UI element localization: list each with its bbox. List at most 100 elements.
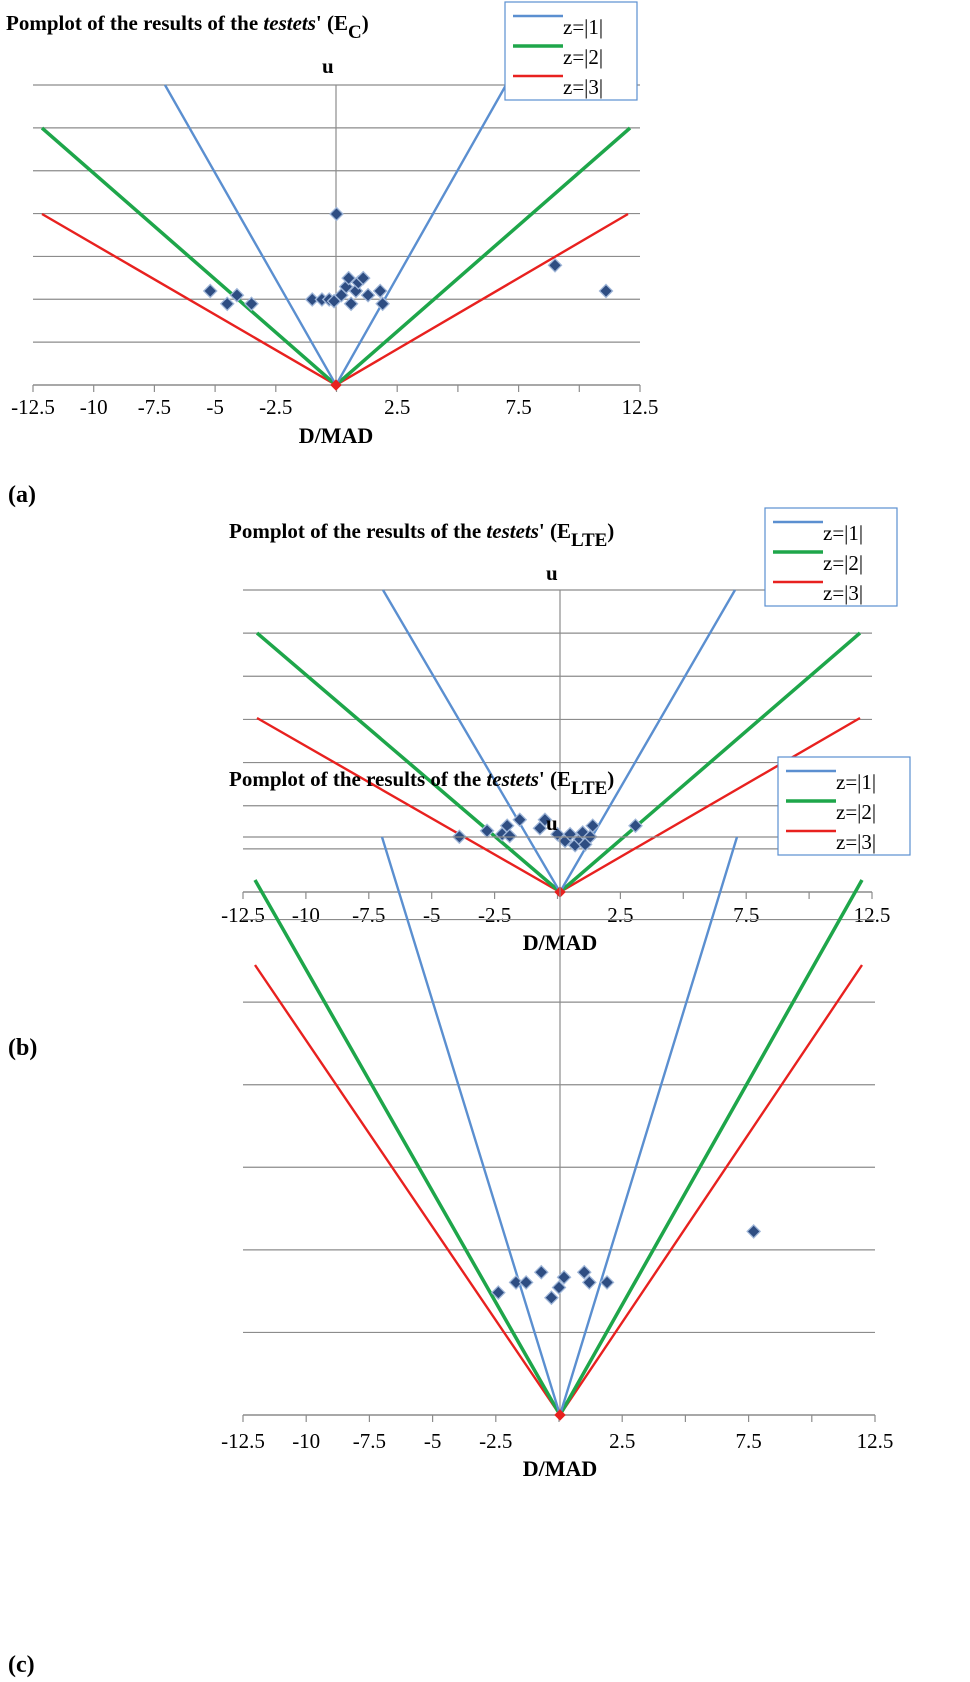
legend-entry: z=|1| bbox=[563, 15, 603, 39]
series-line-z=|1| bbox=[381, 589, 737, 895]
x-tick-label: -2.5 bbox=[259, 395, 292, 419]
data-point bbox=[518, 1274, 534, 1290]
title-prefix: Pomplot of the results of the bbox=[229, 767, 486, 791]
chart-c: -12.5 -10 -7.5 -5 -2.5 2.5 7.5 12.5 u D/MAD Pomplo… bbox=[221, 756, 911, 1481]
legend-box bbox=[504, 1, 638, 101]
data-point bbox=[502, 828, 518, 844]
chart-title: Pomplot of the results of the testets' (… bbox=[229, 767, 614, 799]
data-point bbox=[556, 1269, 572, 1285]
vertex-marker bbox=[330, 379, 342, 391]
data-point bbox=[533, 1264, 549, 1280]
legend-box bbox=[777, 756, 911, 856]
chart-title: Pomplot of the results of the testets' (… bbox=[229, 519, 614, 551]
legend: z=|1| z=|2| z=|3| bbox=[777, 756, 911, 856]
title-subscript: LTE bbox=[571, 530, 607, 551]
legend-entry: z=|2| bbox=[836, 800, 876, 824]
y-axis-label: u bbox=[322, 54, 334, 78]
data-point bbox=[598, 283, 614, 299]
legend-entry: z=|3| bbox=[563, 75, 603, 99]
legend-entry: z=|3| bbox=[836, 830, 876, 854]
panel-label-c: (c) bbox=[8, 1652, 35, 1678]
data-point bbox=[746, 1223, 762, 1239]
title-prefix: Pomplot of the results of the bbox=[6, 11, 263, 35]
title-close: ) bbox=[362, 11, 369, 35]
panel-label-b: (b) bbox=[8, 1035, 37, 1061]
legend: z=|1| z=|2| z=|3| bbox=[764, 507, 898, 607]
legend-entry: z=|3| bbox=[823, 581, 863, 605]
data-point bbox=[585, 818, 601, 834]
chart-a: -12.5 -10 -7.5 -5 -2.5 2.5 7.5 12.5 u D/MAD Pomplo… bbox=[6, 1, 659, 448]
data-point bbox=[355, 270, 371, 286]
data-point bbox=[372, 283, 388, 299]
x-tick-label: -5 bbox=[423, 903, 441, 927]
x-tick-label: -2.5 bbox=[478, 903, 511, 927]
x-tick-label: 7.5 bbox=[735, 1429, 761, 1453]
data-point bbox=[343, 296, 359, 312]
data-point bbox=[543, 1290, 559, 1306]
x-tick-label: -2.5 bbox=[479, 1429, 512, 1453]
title-suffix: ' (E bbox=[539, 519, 571, 543]
panel-label-a: (a) bbox=[8, 482, 36, 508]
x-tick-label: -10 bbox=[80, 395, 108, 419]
title-subscript: C bbox=[348, 22, 362, 43]
data-point bbox=[551, 1280, 567, 1295]
x-tick-label: -5 bbox=[206, 395, 224, 419]
title-suffix: ' (E bbox=[316, 11, 348, 35]
y-axis-label: u bbox=[546, 561, 558, 585]
chart-b: -12.5 -10 -7.5 -5 -2.5 2.5 7.5 12.5uD/MADPomplo… bbox=[221, 507, 898, 955]
data-point bbox=[329, 206, 344, 222]
data-point bbox=[229, 287, 245, 303]
x-tick-label: -12.5 bbox=[221, 1429, 265, 1453]
x-axis-label: D/MAD bbox=[299, 423, 374, 448]
data-point bbox=[341, 270, 357, 286]
x-tick-label: 7.5 bbox=[505, 395, 531, 419]
x-tick-label: -7.5 bbox=[353, 1429, 386, 1453]
data-point bbox=[581, 1274, 597, 1290]
legend-entry: z=|2| bbox=[563, 45, 603, 69]
title-subscript: LTE bbox=[571, 778, 607, 799]
x-tick-label: -10 bbox=[292, 1429, 320, 1453]
data-point bbox=[547, 257, 563, 273]
x-tick-label: 12.5 bbox=[622, 395, 659, 419]
title-suffix: ' (E bbox=[539, 767, 571, 791]
legend-entry: z=|2| bbox=[823, 551, 863, 575]
data-point bbox=[360, 287, 376, 303]
x-tick-label: -12.5 bbox=[11, 395, 55, 419]
x-tick-label: 2.5 bbox=[609, 1429, 635, 1453]
series-line-z=|3| bbox=[256, 716, 861, 894]
x-tick-label: -5 bbox=[424, 1429, 442, 1453]
title-italic: testets bbox=[486, 767, 539, 791]
series-line-z=|2| bbox=[253, 879, 864, 1419]
x-tick-label: 2.5 bbox=[607, 903, 633, 927]
x-tick-label: -12.5 bbox=[221, 903, 265, 927]
y-axis-label: u bbox=[546, 811, 558, 835]
x-tick-label: 2.5 bbox=[384, 395, 410, 419]
data-point bbox=[599, 1274, 615, 1290]
title-prefix: Pomplot of the results of the bbox=[229, 519, 486, 543]
data-point bbox=[219, 296, 235, 312]
legend: z=|1| z=|2| z=|3| bbox=[504, 1, 638, 101]
x-tick-label: -10 bbox=[292, 903, 320, 927]
legend-box bbox=[764, 507, 898, 607]
data-point bbox=[202, 283, 218, 299]
data-point bbox=[537, 812, 553, 828]
x-tick-label: -7.5 bbox=[352, 903, 385, 927]
title-close: ) bbox=[607, 767, 614, 791]
x-tick-label: 12.5 bbox=[854, 903, 891, 927]
x-tick-label: 7.5 bbox=[733, 903, 759, 927]
data-point bbox=[628, 818, 643, 834]
data-point bbox=[508, 1274, 524, 1290]
vertex-marker bbox=[554, 1409, 566, 1421]
title-close: ) bbox=[607, 519, 614, 543]
title-italic: testets bbox=[486, 519, 539, 543]
data-point bbox=[304, 292, 320, 307]
data-point bbox=[512, 812, 528, 828]
x-tick-label: -7.5 bbox=[138, 395, 171, 419]
data-point bbox=[244, 296, 259, 312]
data-point bbox=[490, 1285, 506, 1301]
chart-title: Pomplot of the results of the testets' (… bbox=[6, 11, 369, 43]
x-tick-label: 12.5 bbox=[857, 1429, 894, 1453]
data-point bbox=[375, 296, 391, 312]
x-axis-label: D/MAD bbox=[523, 1456, 598, 1481]
